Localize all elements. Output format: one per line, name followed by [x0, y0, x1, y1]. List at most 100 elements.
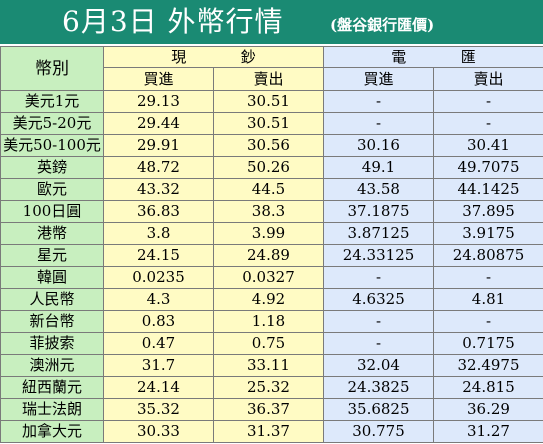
wire-buy-cell: 30.16 — [323, 134, 434, 157]
table-row: 港幣 3.8 3.99 3.87125 3.9175 — [0, 222, 543, 245]
header-cash-group: 現 鈔 — [103, 46, 324, 68]
title-bar: 6月3日 外幣行情 (盤谷銀行匯價) — [0, 0, 543, 44]
wire-sell-cell: 30.41 — [433, 134, 543, 157]
table-row: 菲披索 0.47 0.75-0.7175 — [0, 332, 543, 355]
table-row: 美元5-20元 29.44 30.51- - — [0, 112, 543, 135]
wire-sell-cell: - — [433, 90, 543, 113]
wire-sell-cell: 31.27 — [433, 420, 543, 443]
cash-sell-cell: 44.5 — [213, 178, 324, 201]
cash-sell-cell: 3.99 — [213, 222, 324, 245]
exchange-rate-table: 幣別 現 鈔 電 匯 買進 賣出 買進 賣出 — [0, 46, 543, 443]
cash-buy-cell: 29.91 — [103, 134, 214, 157]
header-cash-sell: 賣出 — [213, 67, 324, 91]
cash-sell-cell: 1.18 — [213, 310, 324, 333]
table-row: 100日圓 36.83 38.3 37.1875 37.895 — [0, 200, 543, 223]
wire-sell-cell: 3.9175 — [433, 222, 543, 245]
currency-name-cell: 美元1元 — [0, 90, 104, 113]
currency-name-cell: 瑞士法朗 — [0, 398, 104, 421]
cash-sell-cell: 36.37 — [213, 398, 324, 421]
wire-buy-cell: 24.33125 — [323, 244, 434, 267]
wire-buy-cell: 32.04 — [323, 354, 434, 377]
currency-name-cell: 加拿大元 — [0, 420, 104, 443]
table-row: 人民幣 4.3 4.92 4.6325 4.81 — [0, 288, 543, 311]
currency-name-cell: 星元 — [0, 244, 104, 267]
table-row: 美元50-100元 29.91 30.56 30.16 30.41 — [0, 134, 543, 157]
currency-name-cell: 港幣 — [0, 222, 104, 245]
wire-buy-cell: - — [323, 266, 434, 289]
table-row: 澳洲元 31.7 33.11 32.04 32.4975 — [0, 354, 543, 377]
table-row: 星元 24.15 24.89 24.33125 24.80875 — [0, 244, 543, 267]
cash-sell-cell: 31.37 — [213, 420, 324, 443]
wire-buy-cell: 24.3825 — [323, 376, 434, 399]
currency-name-cell: 歐元 — [0, 178, 104, 201]
wire-buy-cell: - — [323, 112, 434, 135]
cash-sell-cell: 30.56 — [213, 134, 324, 157]
cash-sell-cell: 0.0327 — [213, 266, 324, 289]
wire-buy-cell: 3.87125 — [323, 222, 434, 245]
header-wire-char-2: 匯 — [460, 48, 476, 66]
currency-name-cell: 菲披索 — [0, 332, 104, 355]
cash-buy-cell: 0.83 — [103, 310, 214, 333]
table-row: 韓圓 0.0235 0.0327- - — [0, 266, 543, 289]
wire-sell-cell: 36.29 — [433, 398, 543, 421]
wire-buy-cell: - — [323, 332, 434, 355]
cash-sell-cell: 24.89 — [213, 244, 324, 267]
wire-buy-cell: 4.6325 — [323, 288, 434, 311]
table-row: 英鎊 48.72 50.26 49.1 49.7075 — [0, 156, 543, 179]
currency-name-cell: 韓圓 — [0, 266, 104, 289]
currency-name-cell: 澳洲元 — [0, 354, 104, 377]
currency-name-cell: 美元5-20元 — [0, 112, 104, 135]
cash-buy-cell: 24.14 — [103, 376, 214, 399]
header-cash-char-2: 鈔 — [240, 48, 256, 66]
table-row: 歐元 43.32 44.5 43.58 44.1425 — [0, 178, 543, 201]
cash-buy-cell: 48.72 — [103, 156, 214, 179]
currency-name-cell: 100日圓 — [0, 200, 104, 223]
cash-sell-cell: 0.75 — [213, 332, 324, 355]
page-subtitle: (盤谷銀行匯價) — [330, 16, 435, 34]
table-header-row-sides: 買進 賣出 買進 賣出 — [1, 67, 543, 91]
wire-sell-cell: - — [433, 112, 543, 135]
cash-sell-cell: 33.11 — [213, 354, 324, 377]
wire-buy-cell: - — [323, 90, 434, 113]
header-wire-group: 電 匯 — [323, 46, 543, 68]
cash-sell-cell: 30.51 — [213, 90, 324, 113]
cash-sell-cell: 38.3 — [213, 200, 324, 223]
currency-name-cell: 人民幣 — [0, 288, 104, 311]
wire-sell-cell: 0.7175 — [433, 332, 543, 355]
wire-sell-cell: 24.815 — [433, 376, 543, 399]
wire-sell-cell: 49.7075 — [433, 156, 543, 179]
header-wire-sell: 賣出 — [433, 67, 543, 91]
wire-buy-cell: 49.1 — [323, 156, 434, 179]
currency-name-cell: 紐西蘭元 — [0, 376, 104, 399]
cash-buy-cell: 24.15 — [103, 244, 214, 267]
header-cash-buy: 買進 — [103, 67, 214, 91]
table-header-row-groups: 幣別 現 鈔 電 匯 — [0, 46, 543, 91]
wire-sell-cell: 4.81 — [433, 288, 543, 311]
cash-buy-cell: 36.83 — [103, 200, 214, 223]
cash-sell-cell: 30.51 — [213, 112, 324, 135]
wire-buy-cell: - — [323, 310, 434, 333]
wire-buy-cell: 35.6825 — [323, 398, 434, 421]
cash-buy-cell: 0.0235 — [103, 266, 214, 289]
currency-name-cell: 英鎊 — [0, 156, 104, 179]
cash-buy-cell: 43.32 — [103, 178, 214, 201]
page-title: 6月3日 外幣行情 — [62, 5, 284, 38]
wire-sell-cell: 44.1425 — [433, 178, 543, 201]
wire-sell-cell: - — [433, 310, 543, 333]
cash-buy-cell: 31.7 — [103, 354, 214, 377]
cash-buy-cell: 0.47 — [103, 332, 214, 355]
header-wire-buy: 買進 — [323, 67, 434, 91]
table-row: 新台幣 0.83 1.18- - — [0, 310, 543, 333]
wire-sell-cell: 37.895 — [433, 200, 543, 223]
wire-buy-cell: 30.775 — [323, 420, 434, 443]
cash-buy-cell: 4.3 — [103, 288, 214, 311]
wire-sell-cell: - — [433, 266, 543, 289]
table-row: 加拿大元 30.33 31.37 30.775 31.27 — [0, 420, 543, 443]
currency-name-cell: 新台幣 — [0, 310, 104, 333]
wire-sell-cell: 24.80875 — [433, 244, 543, 267]
cash-buy-cell: 29.13 — [103, 90, 214, 113]
header-currency: 幣別 — [0, 46, 104, 91]
cash-sell-cell: 25.32 — [213, 376, 324, 399]
table-row: 瑞士法朗 35.32 36.37 35.6825 36.29 — [0, 398, 543, 421]
